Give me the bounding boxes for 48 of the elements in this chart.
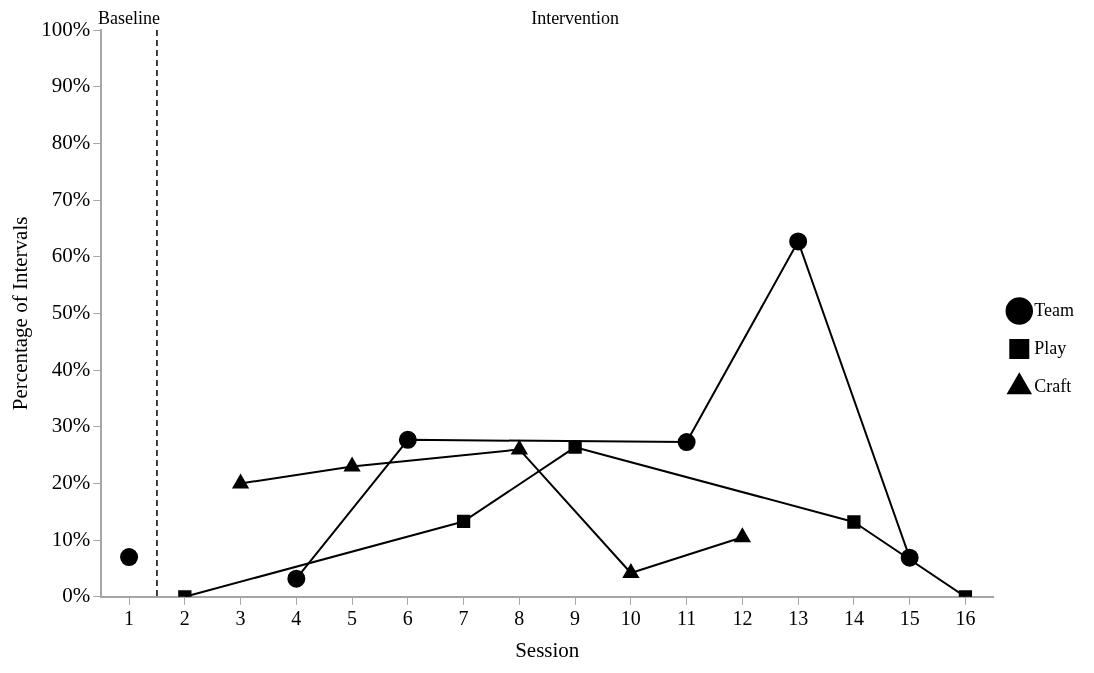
point xyxy=(734,528,751,543)
y-tick-label: 10% xyxy=(51,526,91,551)
point xyxy=(677,433,696,452)
x-tick-label: 2 xyxy=(179,607,190,630)
point xyxy=(120,548,139,567)
point xyxy=(789,232,808,251)
point xyxy=(287,569,306,588)
y-tick-label: 20% xyxy=(51,469,91,494)
x-tick-label: 13 xyxy=(788,607,809,630)
x-axis-title: Session xyxy=(515,637,580,662)
point xyxy=(847,515,861,529)
point xyxy=(232,474,249,489)
point xyxy=(344,457,361,472)
y-tick-label: 60% xyxy=(51,243,91,268)
point xyxy=(568,440,582,454)
legend-label: Team xyxy=(1034,299,1074,320)
text: Intervention xyxy=(531,7,620,28)
y-tick-label: 30% xyxy=(51,413,91,438)
y-axis-title: Percentage of Intervals xyxy=(8,216,33,411)
point xyxy=(622,563,639,578)
text: Baseline xyxy=(98,7,161,28)
x-tick-label: 3 xyxy=(235,607,246,630)
point xyxy=(456,514,471,529)
point xyxy=(511,440,528,455)
x-tick-label: 8 xyxy=(514,607,525,630)
x-tick-label: 14 xyxy=(843,607,864,630)
y-tick-label: 50% xyxy=(51,299,91,324)
x-tick-label: 5 xyxy=(347,607,358,630)
x-tick-label: 1 xyxy=(124,607,135,630)
y-tick-label: 40% xyxy=(51,356,91,381)
x-tick-label: 12 xyxy=(732,607,753,630)
legend-label: Play xyxy=(1034,337,1067,358)
x-tick-label: 11 xyxy=(676,607,697,630)
x-tick-label: 16 xyxy=(955,607,976,630)
y-tick-label: 0% xyxy=(62,583,91,608)
y-tick-label: 80% xyxy=(51,129,91,154)
y-tick-label: 90% xyxy=(51,73,91,98)
point xyxy=(398,430,417,449)
x-tick-label: 9 xyxy=(570,607,581,630)
y-tick-label: 100% xyxy=(41,16,91,41)
y-tick-label: 70% xyxy=(51,186,91,211)
legend-label: Craft xyxy=(1034,375,1072,396)
point xyxy=(900,548,919,567)
x-tick-label: 6 xyxy=(402,607,413,630)
x-tick-label: 10 xyxy=(620,607,641,630)
x-tick-label: 7 xyxy=(458,607,469,630)
x-tick-label: 15 xyxy=(899,607,920,630)
x-tick-label: 4 xyxy=(291,607,302,630)
